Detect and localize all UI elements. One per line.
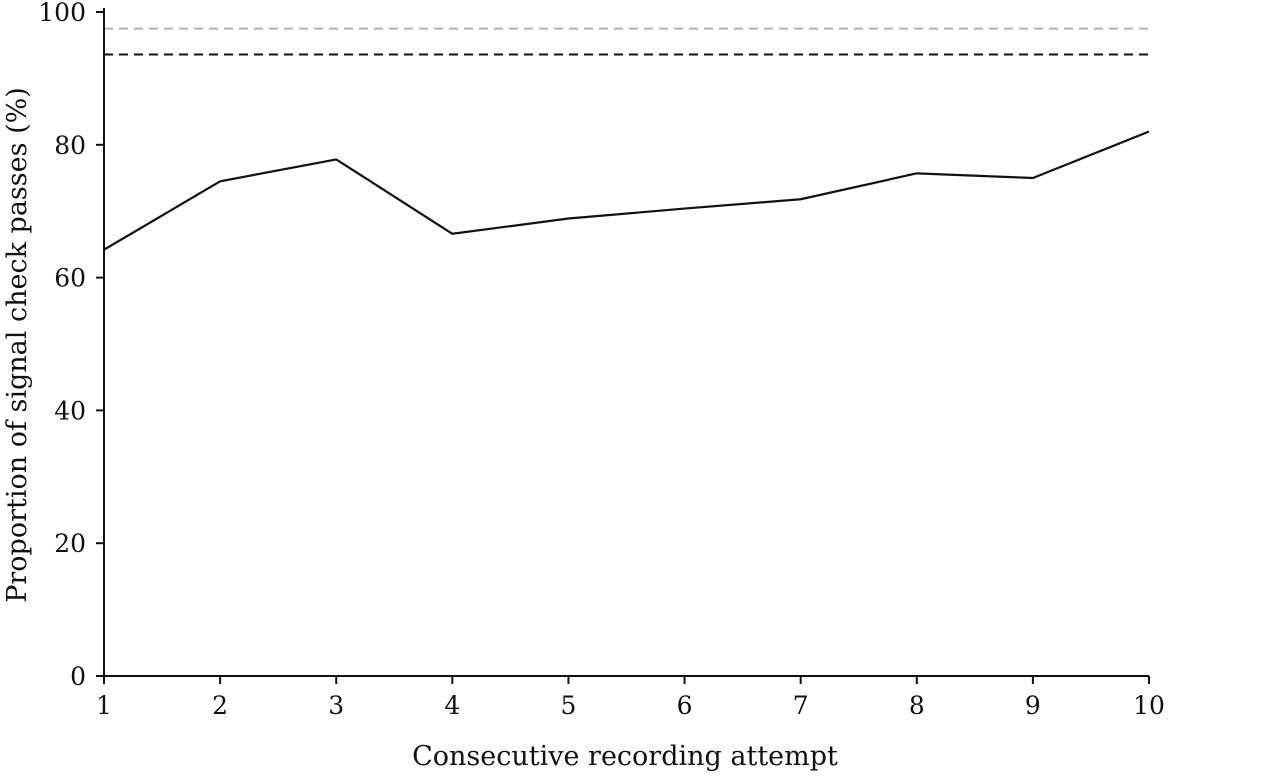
- series-line: [103, 130, 1150, 251]
- x-tick-label: 1: [96, 691, 112, 720]
- x-axis-title: Consecutive recording attempt: [412, 741, 838, 772]
- axes: [103, 8, 1149, 677]
- x-tick-label: 8: [909, 691, 925, 720]
- y-ticks: 0 20 40 60 80 100: [38, 0, 104, 691]
- x-tick-label: 3: [328, 691, 344, 720]
- x-tick-label: 10: [1133, 691, 1165, 720]
- y-tick-label: 100: [38, 0, 86, 27]
- reference-lines: [104, 27, 1149, 56]
- y-axis-title: Proportion of signal check passes (%): [2, 87, 33, 603]
- y-tick-label: 60: [54, 264, 86, 293]
- y-tick-label: 40: [54, 396, 86, 425]
- y-tick-label: 0: [70, 662, 86, 691]
- x-tick-label: 2: [212, 691, 228, 720]
- y-tick-label: 20: [54, 529, 86, 558]
- x-tick-label: 7: [793, 691, 809, 720]
- x-tick-label: 6: [677, 691, 693, 720]
- x-tick-label: 5: [560, 691, 576, 720]
- x-tick-label: 9: [1025, 691, 1041, 720]
- series: [103, 130, 1150, 251]
- y-tick-label: 80: [54, 131, 86, 160]
- x-ticks: 1 2 3 4 5 6 7 8 9 10: [96, 676, 1165, 720]
- x-tick-label: 4: [444, 691, 460, 720]
